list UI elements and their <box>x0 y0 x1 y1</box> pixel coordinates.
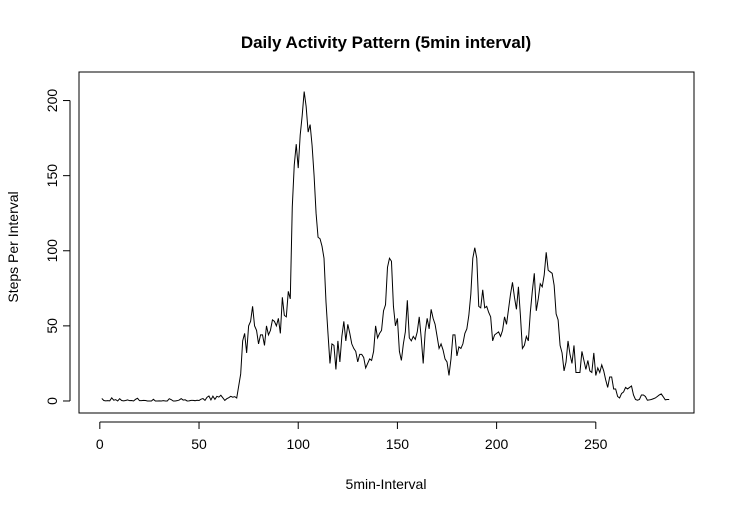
y-tick-label: 0 <box>44 397 60 405</box>
x-tick-label: 50 <box>191 436 207 452</box>
x-axis-label: 5min-Interval <box>346 476 427 492</box>
y-axis-label: Steps Per Interval <box>5 191 21 302</box>
x-tick-label: 150 <box>386 436 410 452</box>
y-tick-label: 100 <box>44 239 60 263</box>
y-tick-label: 150 <box>44 164 60 188</box>
x-tick-label: 200 <box>485 436 509 452</box>
x-tick-label: 250 <box>584 436 608 452</box>
y-tick-label: 50 <box>44 318 60 334</box>
x-tick-label: 0 <box>96 436 104 452</box>
y-tick-label: 200 <box>44 89 60 113</box>
line <box>101 91 670 402</box>
x-tick-label: 100 <box>287 436 311 452</box>
plot-box <box>78 71 695 414</box>
chart-title: Daily Activity Pattern (5min interval) <box>241 33 531 52</box>
